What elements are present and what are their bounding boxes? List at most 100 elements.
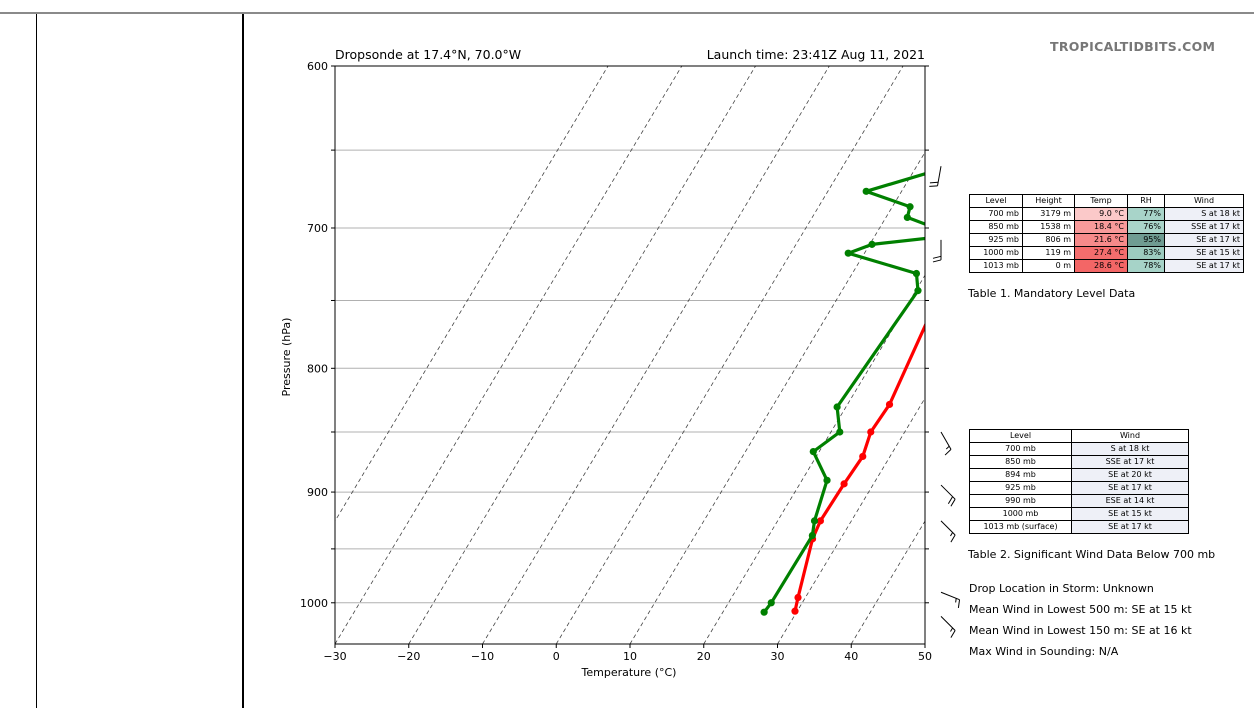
top-rule <box>0 12 1254 14</box>
series-point <box>954 147 961 154</box>
table2-cell-wind: S at 18 kt <box>1071 442 1189 456</box>
isotherm-line <box>850 520 925 644</box>
table1-cell-rh: 83% <box>1127 246 1165 260</box>
table1-cell-temp: 18.4 °C <box>1074 220 1128 234</box>
x-tick-label: 10 <box>623 650 637 663</box>
table1-cell-wind: SE at 15 kt <box>1164 246 1244 260</box>
series-point <box>862 187 870 195</box>
series-point <box>859 452 867 461</box>
table1-caption: Table 1. Mandatory Level Data <box>968 287 1136 300</box>
series-point <box>948 232 955 239</box>
table2-cell-level: 1013 mb (surface) <box>969 520 1072 534</box>
wind-barb <box>940 520 956 543</box>
table1-cell-level: 925 mb <box>969 233 1023 247</box>
table2-cell-level: 894 mb <box>969 468 1072 482</box>
series-point <box>906 203 914 211</box>
panel-divider <box>242 14 244 708</box>
series-point <box>809 448 817 456</box>
series-point <box>823 476 831 484</box>
table2-cell-level: 925 mb <box>969 481 1072 495</box>
y-axis-label: Pressure (hPa) <box>280 318 293 397</box>
plot-frame <box>334 65 926 645</box>
table1-cell-temp: 27.4 °C <box>1074 246 1128 260</box>
series-point <box>940 227 947 234</box>
y-axis-ticks: 600 700 800 900 1000 <box>300 60 929 610</box>
series-point <box>947 163 954 170</box>
table2-cell-wind: ESE at 14 kt <box>1071 494 1189 508</box>
series-point <box>959 254 966 261</box>
table1-header-cell: RH <box>1127 194 1165 208</box>
table2-row: 1013 mb (surface) SE at 17 kt <box>969 520 1189 534</box>
table1-cell-temp: 28.6 °C <box>1074 259 1128 273</box>
chart-title-left: Dropsonde at 17.4°N, 70.0°W <box>335 47 521 62</box>
series-point <box>791 607 799 615</box>
x-tick-label: −10 <box>471 650 494 663</box>
series-point <box>844 249 852 257</box>
table2-cell-wind: SE at 20 kt <box>1071 468 1189 482</box>
table2-header-row: Level Wind <box>969 429 1189 443</box>
table2-header-cell: Wind <box>1071 429 1189 443</box>
isotherm-line <box>555 66 904 644</box>
table2-cell-wind: SSE at 17 kt <box>1071 455 1189 469</box>
table1-row: 700 mb 3179 m 9.0 °C 77% S at 18 kt <box>969 207 1244 221</box>
wind-barb <box>932 239 942 263</box>
wind-barb <box>940 591 961 608</box>
table2-cell-level: 1000 mb <box>969 507 1072 521</box>
isotherm-line <box>777 397 925 644</box>
series-point <box>950 268 957 275</box>
table1-cell-height: 1538 m <box>1022 220 1075 234</box>
table1-cell-height: 0 m <box>1022 259 1075 273</box>
table1-header-cell: Wind <box>1164 194 1244 208</box>
series-point <box>867 428 875 436</box>
table1-row: 1000 mb 119 m 27.4 °C 83% SE at 15 kt <box>969 246 1244 260</box>
table1-header-cell: Level <box>969 194 1023 208</box>
table1-cell-level: 1013 mb <box>969 259 1023 273</box>
table1-cell-rh: 95% <box>1127 233 1165 247</box>
x-tick-label: 30 <box>771 650 785 663</box>
left-frame <box>36 14 1254 708</box>
table2-row: 1000 mb SE at 15 kt <box>969 507 1189 521</box>
table2-row: 700 mb S at 18 kt <box>969 442 1189 456</box>
series-point <box>868 240 876 248</box>
y-tick-label: 600 <box>307 60 328 73</box>
table2-cell-level: 990 mb <box>969 494 1072 508</box>
mean-wind-500-text: Mean Wind in Lowest 500 m: SE at 15 kt <box>969 603 1192 616</box>
table2-header-cell: Level <box>969 429 1072 443</box>
series-point <box>808 531 816 540</box>
y-tick-label: 800 <box>307 362 328 375</box>
table1-cell-temp: 9.0 °C <box>1074 207 1128 221</box>
table2-cell-wind: SE at 15 kt <box>1071 507 1189 521</box>
x-axis-ticks: −30 −20 −10 0 10 20 30 40 50 <box>323 644 932 663</box>
wind-barb <box>940 616 956 638</box>
brand-watermark: TROPICALTIDBITS.COM <box>1050 39 1216 54</box>
series-point <box>1008 147 1015 154</box>
isotherm-line <box>408 66 756 644</box>
series-point <box>816 517 825 525</box>
isotherm-line <box>703 274 925 644</box>
x-tick-label: 50 <box>918 650 932 663</box>
skewed-isotherms <box>335 66 925 644</box>
series-point <box>767 599 775 607</box>
table2-cell-wind: SE at 17 kt <box>1071 520 1189 534</box>
max-wind-text: Max Wind in Sounding: N/A <box>969 645 1119 658</box>
y-tick-label: 1000 <box>300 597 328 610</box>
table2-cell-wind: SE at 17 kt <box>1071 481 1189 495</box>
pressure-gridlines <box>335 65 925 604</box>
y-tick-label: 700 <box>307 222 328 235</box>
wind-barb <box>929 166 942 187</box>
table1-row: 1013 mb 0 m 28.6 °C 78% SE at 17 kt <box>969 259 1244 273</box>
x-tick-label: 20 <box>697 650 711 663</box>
isotherm-line <box>482 66 830 644</box>
table1-header-cell: Temp <box>1074 194 1128 208</box>
x-axis-label: Temperature (°C) <box>581 666 677 679</box>
x-tick-label: 40 <box>844 650 858 663</box>
wind-barb <box>940 431 952 456</box>
table1-cell-rh: 76% <box>1127 220 1165 234</box>
table1-row: 850 mb 1538 m 18.4 °C 76% SSE at 17 kt <box>969 220 1244 234</box>
series-point <box>840 480 848 488</box>
table2-row: 850 mb SSE at 17 kt <box>969 455 1189 469</box>
isotherm-line <box>629 151 925 644</box>
table1-row: 925 mb 806 m 21.6 °C 95% SE at 17 kt <box>969 233 1244 247</box>
table1-cell-wind: S at 18 kt <box>1164 207 1244 221</box>
